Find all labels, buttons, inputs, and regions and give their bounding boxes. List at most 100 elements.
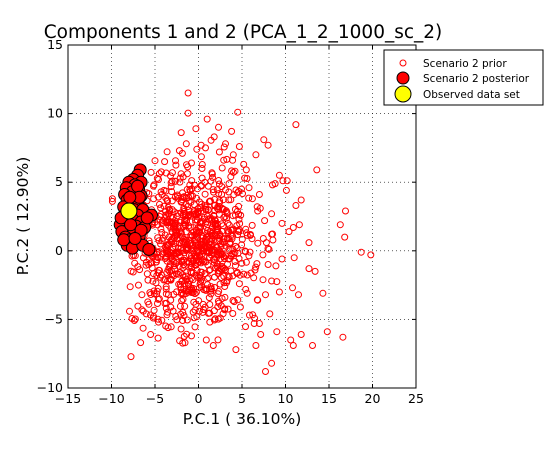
prior-point	[204, 281, 211, 289]
prior-point	[265, 245, 273, 253]
prior-point	[269, 236, 277, 244]
prior-point	[108, 197, 116, 205]
prior-point	[287, 336, 295, 344]
prior-point	[198, 182, 205, 190]
prior-point	[292, 202, 300, 209]
prior-point	[147, 168, 155, 176]
prior-point	[188, 252, 195, 260]
prior-point	[234, 231, 242, 239]
prior-point	[202, 285, 210, 293]
prior-point	[178, 289, 186, 297]
prior-point	[225, 235, 233, 243]
prior-point	[253, 260, 261, 268]
prior-point	[222, 252, 230, 260]
prior-point	[268, 359, 276, 367]
prior-point	[158, 220, 166, 228]
prior-point	[231, 258, 239, 265]
prior-point	[126, 283, 134, 291]
prior-point	[189, 269, 197, 277]
posterior-point	[142, 242, 156, 256]
prior-point	[182, 221, 189, 229]
prior-point	[278, 255, 286, 263]
prior-point	[193, 259, 201, 267]
prior-point	[177, 325, 185, 333]
prior-point	[215, 180, 223, 188]
prior-point	[191, 323, 199, 331]
prior-point	[264, 141, 272, 149]
prior-point	[201, 303, 209, 311]
prior-point	[153, 272, 161, 279]
prior-point	[176, 227, 183, 235]
prior-point	[137, 339, 145, 347]
prior-point	[126, 307, 133, 315]
prior-point	[227, 173, 235, 181]
prior-point	[154, 234, 162, 242]
prior-point	[198, 238, 206, 246]
prior-point	[138, 291, 146, 299]
prior-point	[181, 216, 189, 224]
prior-point	[188, 159, 195, 167]
prior-point	[207, 285, 215, 293]
prior-point	[229, 212, 237, 220]
prior-point	[188, 260, 196, 268]
prior-point	[215, 299, 223, 307]
prior-point	[225, 180, 233, 188]
prior-series-layer	[108, 89, 375, 375]
prior-point	[206, 227, 214, 235]
prior-point	[170, 223, 177, 231]
prior-point	[289, 284, 296, 292]
prior-point	[211, 217, 219, 225]
prior-point	[262, 291, 269, 299]
prior-point	[202, 336, 210, 344]
prior-point	[154, 315, 162, 323]
prior-point	[170, 234, 178, 242]
prior-point	[229, 297, 237, 304]
prior-point	[147, 259, 155, 267]
prior-point	[253, 296, 261, 304]
x-tick-label: −15	[55, 391, 81, 406]
prior-point	[243, 271, 251, 279]
prior-point	[215, 287, 223, 295]
prior-point	[248, 195, 256, 203]
prior-point	[225, 196, 233, 204]
prior-point	[156, 200, 163, 208]
posterior-point	[140, 211, 154, 225]
prior-point	[252, 151, 260, 159]
prior-point	[292, 121, 300, 129]
prior-point	[208, 169, 216, 177]
prior-point	[252, 342, 260, 349]
prior-point	[213, 186, 221, 194]
prior-point	[161, 276, 169, 283]
prior-point	[246, 311, 253, 319]
prior-point	[198, 161, 206, 168]
prior-point	[177, 310, 185, 318]
prior-point	[155, 318, 162, 326]
prior-point	[163, 257, 171, 265]
legend-posterior-label: Scenario 2 posterior	[423, 73, 530, 85]
prior-point	[170, 240, 178, 247]
x-tick-label: 20	[365, 391, 381, 406]
prior-point	[207, 238, 215, 246]
prior-point	[135, 281, 142, 289]
prior-point	[228, 127, 236, 135]
posterior-point	[128, 232, 142, 245]
prior-point	[230, 298, 238, 306]
prior-point	[323, 328, 331, 336]
prior-point	[181, 302, 189, 310]
prior-point	[180, 261, 188, 269]
prior-point	[161, 243, 169, 251]
prior-point	[224, 305, 232, 313]
prior-point	[180, 235, 188, 243]
prior-point	[193, 145, 201, 153]
prior-point	[161, 158, 169, 166]
prior-point	[201, 190, 209, 198]
prior-point	[174, 270, 182, 278]
prior-point	[179, 264, 187, 272]
prior-point	[179, 295, 187, 303]
prior-point	[164, 266, 172, 274]
prior-point	[160, 202, 168, 210]
x-tick-label: 25	[408, 391, 424, 406]
prior-point	[235, 280, 243, 288]
prior-point	[204, 233, 212, 241]
